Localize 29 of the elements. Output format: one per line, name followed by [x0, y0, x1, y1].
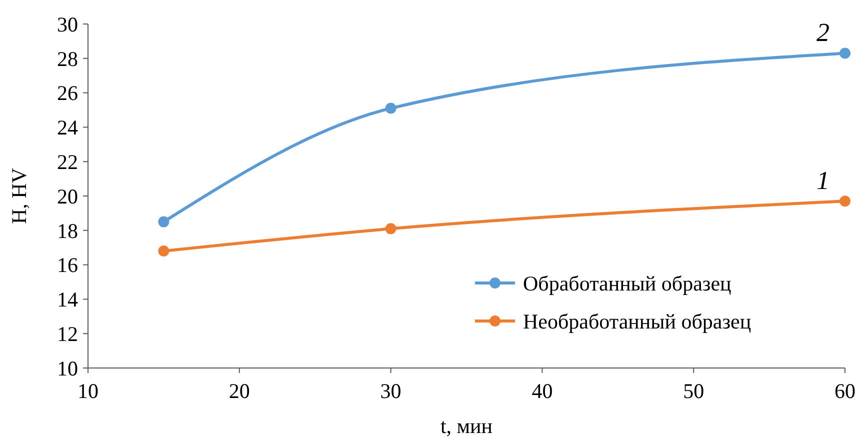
- point: [158, 216, 170, 228]
- point: [158, 246, 170, 257]
- y-axis-title: H, HV: [7, 168, 31, 224]
- y-tick-label: 26: [57, 81, 78, 106]
- x-tick-label: 20: [228, 379, 250, 403]
- y-tick-label: 20: [57, 184, 78, 208]
- x-axis-title: t, мин: [440, 414, 493, 438]
- y-tick-label: 10: [57, 356, 78, 380]
- point: [385, 223, 396, 234]
- y-tick-label: 28: [57, 46, 78, 71]
- y-tick-label: 12: [57, 322, 78, 346]
- y-tick-label: 18: [57, 218, 78, 243]
- x-tick-label: 40: [532, 379, 553, 403]
- point: [840, 196, 850, 207]
- legend-label: Необработанный образец: [523, 309, 752, 334]
- y-tick-label: 30: [57, 12, 78, 36]
- x-tick-label: 50: [683, 379, 704, 403]
- point: [385, 102, 396, 114]
- annotation: 2: [816, 18, 830, 48]
- y-tick-label: 16: [57, 253, 78, 278]
- point: [840, 48, 850, 59]
- legend-label: Обработанный образец: [523, 271, 732, 296]
- x-tick-label: 60: [834, 379, 856, 403]
- y-tick-label: 24: [57, 116, 78, 140]
- annotation: 1: [816, 166, 830, 196]
- x-tick-label: 10: [78, 379, 98, 403]
- y-tick-label: 14: [57, 288, 78, 312]
- y-tick-label: 22: [57, 150, 78, 174]
- x-tick-label: 30: [380, 379, 402, 403]
